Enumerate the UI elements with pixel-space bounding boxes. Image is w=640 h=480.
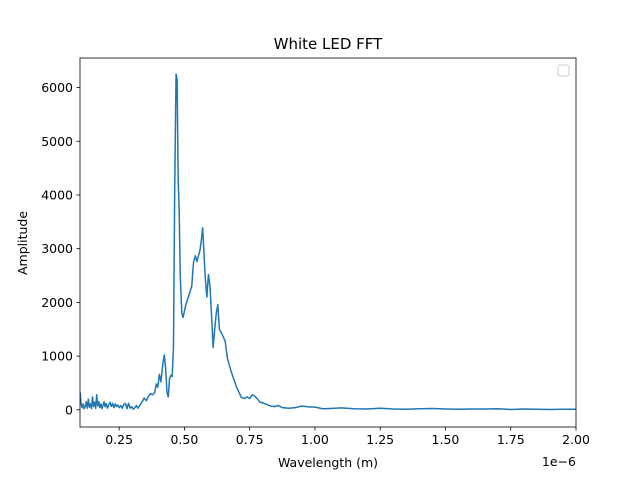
y-tick-label: 0 [65,402,73,417]
x-axis-offset-label: 1e−6 [542,454,576,469]
x-tick-label: 1.75 [497,432,525,447]
y-tick-label: 1000 [41,349,73,364]
legend-box [557,64,570,77]
y-tick-label: 2000 [41,295,73,310]
y-tick-label: 6000 [41,80,73,95]
y-axis-title: Amplitude [15,211,30,275]
axes-frame [79,57,577,428]
x-tick-label: 1.50 [432,432,460,447]
y-tick-label: 3000 [41,241,73,256]
x-tick-label: 0.50 [170,432,198,447]
x-tick-label: 0.25 [105,432,133,447]
series-line-0 [80,73,576,411]
x-tick-label: 0.75 [236,432,264,447]
x-axis-title: Wavelength (m) [278,455,378,470]
y-tick-label: 4000 [41,187,73,202]
x-tick-label: 1.25 [366,432,394,447]
y-tick-label: 5000 [41,134,73,149]
x-tick-label: 2.00 [562,432,590,447]
plot-area: 0.25 0.50 0.75 1.00 1.25 1.50 1.75 2.00 0 1000 200… [41,57,590,447]
chart-title: White LED FFT [274,35,384,53]
x-tick-label: 1.00 [301,432,329,447]
